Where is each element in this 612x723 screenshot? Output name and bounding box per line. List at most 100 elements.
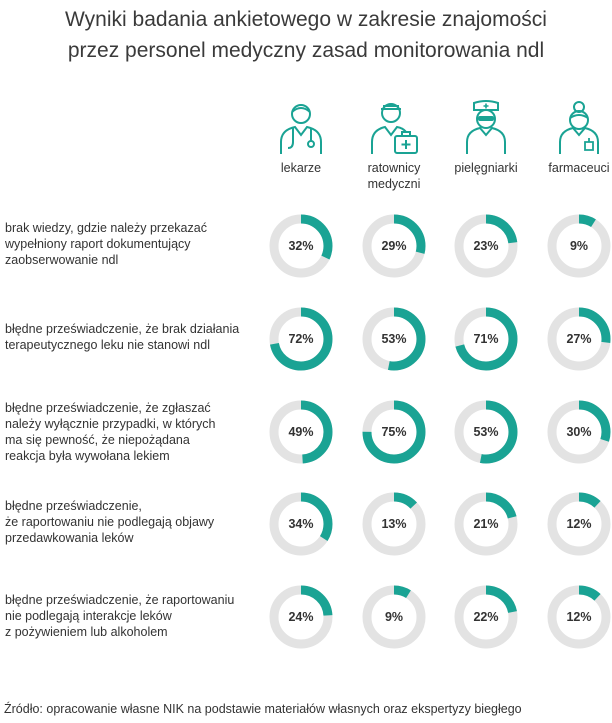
donut: 27% (546, 306, 612, 372)
group-header: pielęgniarki (440, 98, 532, 176)
row-label-line: błędne przeświadczenie, że raportowaniu (5, 593, 235, 607)
donut: 21% (453, 491, 519, 557)
donut: 12% (546, 491, 612, 557)
donut-value-label: 9% (569, 239, 589, 253)
row-label-line: nie podlegają interakcje leków (5, 609, 172, 623)
donut: 75% (361, 399, 427, 465)
donut-arc (269, 585, 333, 649)
donut-svg (269, 585, 333, 649)
group-header: lekarze (255, 98, 347, 176)
donut-value-label: 9% (384, 610, 404, 624)
donut-svg (454, 400, 518, 464)
donut-arc (362, 492, 426, 556)
chart-title-line1: Wyniki badania ankietowego w zakresie zn… (65, 8, 547, 31)
chart-title: Wyniki badania ankietowego w zakresie zn… (0, 4, 612, 66)
donut-value-label: 30% (566, 425, 592, 439)
donut: 71% (453, 306, 519, 372)
group-label-line: medyczni (367, 177, 421, 191)
group-label: farmaceuci (533, 160, 612, 176)
donut-svg (362, 214, 426, 278)
row-label: błędne przeświadczenie, że raportowaniu n… (5, 498, 245, 546)
donut-value-label: 27% (566, 332, 592, 346)
row-label: błędne przeświadczenie, że brak działani… (5, 321, 245, 353)
group-label-line: pielęgniarki (454, 161, 518, 175)
donut-value-label: 34% (288, 517, 314, 531)
row-label-line: zaobserwowanie ndl (5, 253, 119, 267)
donut: 53% (361, 306, 427, 372)
paramedic-icon (371, 103, 418, 154)
row-label: błędne przeświadczenie, że raportowaniu n… (5, 592, 245, 640)
row-label-line: błędne przeświadczenie, (5, 499, 142, 513)
donut-value-label: 49% (288, 425, 314, 439)
donut: 34% (268, 491, 334, 557)
row-label-line: wypełniony raport dokumentujący (5, 237, 191, 251)
donut: 22% (453, 584, 519, 650)
row-label-line: ma się pewność, że niepożądana (5, 433, 190, 447)
donut: 24% (268, 584, 334, 650)
donut-arc (269, 307, 333, 371)
donut-svg (547, 400, 611, 464)
donut-arc (547, 307, 611, 371)
group-label-line: ratownicy (367, 161, 421, 175)
row-label-line: z pożywieniem lub alkoholem (5, 625, 168, 639)
donut-arc (547, 492, 611, 556)
group-label: pielęgniarki (440, 160, 532, 176)
row-label: brak wiedzy, gdzie należy przekazać wypeł… (5, 220, 245, 268)
donut: 30% (546, 399, 612, 465)
row-label-line: należy wyłącznie przypadki, w których (5, 417, 216, 431)
donut-arc (362, 400, 426, 464)
donut-svg (454, 492, 518, 556)
group-label: ratownicy medyczni (348, 160, 440, 192)
donut: 13% (361, 491, 427, 557)
donut-value-label: 13% (381, 517, 407, 531)
group-label-line: farmaceuci (548, 161, 610, 175)
group-header: farmaceuci (533, 98, 612, 176)
donut-value-label: 32% (288, 239, 314, 253)
row-label-line: przedawkowania leków (5, 531, 134, 545)
donut: 49% (268, 399, 334, 465)
donut-svg (362, 585, 426, 649)
donut-arc (269, 400, 333, 464)
donut-svg (547, 492, 611, 556)
donut-svg (269, 214, 333, 278)
donut: 53% (453, 399, 519, 465)
donut-svg (547, 214, 611, 278)
nurse-icon (466, 100, 506, 154)
group-header: ratownicy medyczni (348, 98, 440, 192)
donut-arc (547, 214, 611, 278)
donut-svg (547, 307, 611, 371)
donut-svg (454, 214, 518, 278)
donut-value-label: 22% (473, 610, 499, 624)
donut: 32% (268, 213, 334, 279)
chart-title-line2: przez personel medyczny zasad monitorowa… (67, 39, 545, 62)
row-label-line: że raportowaniu nie podlegają objawy (5, 515, 215, 529)
donut-value-label: 53% (473, 425, 499, 439)
donut-arc (362, 585, 426, 649)
donut-arc (454, 307, 518, 371)
donut-value-label: 71% (473, 332, 499, 346)
doctor-icon (280, 104, 322, 154)
donut-arc (454, 400, 518, 464)
donut-svg (269, 307, 333, 371)
donut-arc (547, 400, 611, 464)
donut: 72% (268, 306, 334, 372)
donut-arc (454, 214, 518, 278)
donut-arc (269, 214, 333, 278)
donut-svg (269, 492, 333, 556)
group-label: lekarze (255, 160, 347, 176)
donut: 29% (361, 213, 427, 279)
donut-arc (269, 492, 333, 556)
donut: 9% (361, 584, 427, 650)
donut-svg (362, 492, 426, 556)
row-label-line: reakcja była wywołana lekiem (5, 449, 170, 463)
donut-value-label: 12% (566, 517, 592, 531)
donut-svg (454, 585, 518, 649)
group-label-line: lekarze (280, 161, 322, 175)
row-label-line: terapeutycznego leku nie stanowi ndl (5, 338, 210, 352)
donut-arc (454, 492, 518, 556)
donut-arc (454, 585, 518, 649)
donut-svg (547, 585, 611, 649)
donut: 23% (453, 213, 519, 279)
donut-value-label: 12% (566, 610, 592, 624)
donut-arc (362, 307, 426, 371)
